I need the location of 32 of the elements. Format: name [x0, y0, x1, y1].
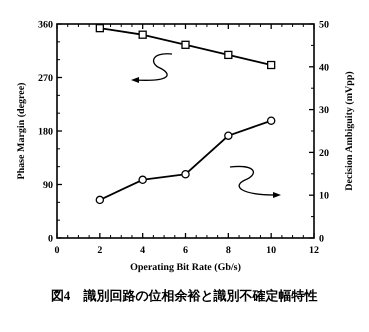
- ytick: 270: [38, 73, 53, 84]
- xtick: 12: [309, 245, 319, 256]
- y2tick: 30: [319, 105, 329, 116]
- point: [267, 60, 276, 70]
- y2label: Decision Ambiguity (mVpp): [344, 71, 355, 191]
- xlabel: Operating Bit Rate (Gb/s): [130, 262, 241, 273]
- xtick: 0: [54, 245, 60, 256]
- xtick: 2: [97, 245, 102, 256]
- y2tick: 0: [319, 234, 324, 244]
- xtick: 4: [140, 245, 146, 256]
- ytick: 360: [38, 20, 53, 30]
- ytick: 90: [43, 180, 53, 191]
- ytick: 180: [38, 126, 53, 138]
- point: [138, 176, 147, 184]
- ylabel: Phase Margin (degree): [16, 82, 27, 180]
- point: [96, 24, 104, 32]
- xtick: 6: [183, 245, 188, 256]
- point: [224, 50, 232, 60]
- point: [181, 170, 190, 178]
- point: [224, 131, 233, 140]
- y2tick: 20: [319, 148, 329, 159]
- point: [138, 30, 147, 39]
- annotation: 図4 識別回路の位相余裕と識別不確定幅特性: [50, 288, 318, 303]
- xtick: 8: [226, 245, 231, 256]
- ytick: 0: [48, 234, 53, 244]
- point: [181, 40, 190, 49]
- y2tick: 10: [319, 190, 329, 202]
- y2tick: 50: [319, 20, 329, 30]
- point: [266, 116, 276, 125]
- y2tick: 40: [319, 62, 329, 74]
- xtick: 10: [266, 245, 276, 256]
- point: [96, 196, 104, 204]
